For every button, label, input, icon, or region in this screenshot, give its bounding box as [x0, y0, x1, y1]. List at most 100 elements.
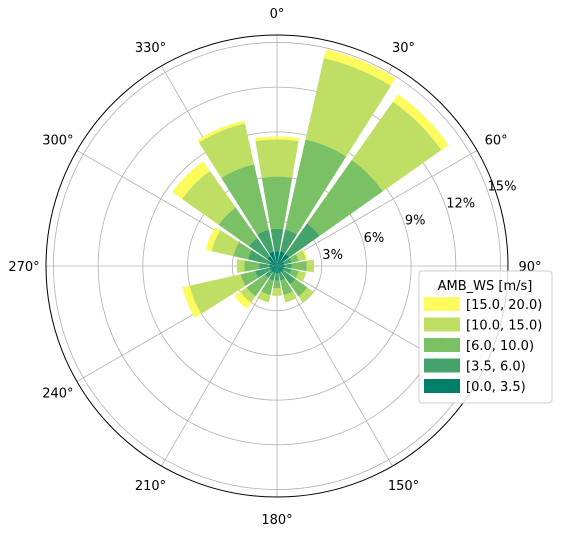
radial-tick-label: 15% [488, 179, 517, 194]
bar-segment-4 [182, 171, 236, 225]
bar-segment-5 [392, 94, 449, 151]
bar-segment-1 [269, 262, 277, 266]
bar-segment-1 [270, 266, 277, 273]
bar-segment-3 [291, 260, 307, 272]
bar-segment-2 [248, 237, 271, 260]
bar-segment-5 [254, 136, 300, 142]
bar-segment-2 [284, 263, 292, 269]
bar-segment-5 [197, 120, 245, 143]
bar-segment-2 [281, 270, 296, 285]
bar-segment-4 [271, 288, 283, 296]
bar-segment-1 [273, 266, 277, 274]
bar-segment-2 [278, 272, 285, 281]
bar-segment-4 [198, 123, 255, 178]
bar-segment-3 [218, 207, 258, 247]
angular-gridline [276, 265, 393, 467]
polar-grid [45, 34, 509, 498]
legend-label: [3.5, 6.0) [466, 360, 526, 375]
bar-segment-1 [267, 256, 277, 266]
bar-segment-2 [283, 258, 292, 265]
legend-label: [15.0, 20.0) [466, 298, 542, 313]
wind-rose-bars [172, 49, 449, 318]
bar-segment-1 [277, 266, 284, 273]
bar-segment-1 [277, 253, 290, 266]
bar-segment-2 [269, 272, 276, 281]
bar-segment-3 [244, 260, 260, 272]
radial-tick-label: 12% [446, 197, 475, 212]
bar-segment-2 [259, 262, 270, 270]
bar-segment-5 [205, 226, 221, 252]
direction-tick-label: 30° [392, 41, 415, 56]
bar-segment-3 [221, 164, 269, 235]
radial-tick-label: 9% [405, 214, 426, 229]
bar-segment-4 [257, 291, 271, 303]
bar-segment-4 [283, 291, 297, 303]
angular-gridline [161, 265, 278, 467]
bar-segment-4 [189, 274, 246, 314]
direction-tick-label: 60° [485, 134, 508, 149]
bar-segment-3 [261, 278, 274, 296]
legend-swatch [424, 358, 460, 373]
direction-tick-label: 210° [135, 479, 166, 494]
direction-tick-label: 300° [42, 134, 73, 149]
bar-segment-1 [277, 266, 285, 270]
bar-segment-2 [264, 270, 273, 279]
bar-segment-3 [273, 280, 281, 289]
bar-segment-1 [269, 251, 277, 266]
bar-segment-4 [298, 287, 314, 303]
bar-segment-5 [234, 291, 252, 309]
direction-tick-label: 330° [135, 41, 166, 56]
bar-segment-2 [280, 229, 297, 254]
legend-items: [15.0, 20.0) [10.0, 15.0) [6.0, 10.0) [3.5,… [424, 297, 542, 395]
bar-segment-5 [323, 49, 396, 86]
bar-segment-3 [240, 270, 259, 286]
bar-segment-2 [247, 250, 271, 265]
direction-tick-label: 0° [270, 7, 285, 22]
bar-segment-1 [269, 264, 277, 268]
bar-segment-4 [351, 101, 442, 192]
bar-segment-2 [274, 273, 280, 281]
legend-swatch [424, 297, 460, 311]
bar-segment-2 [285, 223, 320, 258]
bar-segment-1 [277, 262, 285, 266]
bar-segment-1 [269, 266, 277, 270]
bar-segment-1 [275, 266, 279, 274]
bar-segment-4 [305, 58, 391, 157]
radial-tick-labels: 3% 6% 9% 12% 15% [322, 179, 516, 262]
legend-label: [0.0, 3.5) [466, 380, 526, 395]
angular-gridline [276, 150, 478, 267]
bar-segment-2 [283, 267, 292, 274]
bar-segment-4 [211, 230, 240, 257]
bar-segment-4 [240, 287, 256, 303]
bar-segment-3 [261, 176, 293, 230]
bar-segment-3 [233, 242, 252, 260]
bar-segment-3 [289, 254, 299, 263]
bar-segment-5 [172, 161, 210, 199]
bar-segment-2 [270, 228, 284, 252]
bar-segment-4 [306, 259, 315, 273]
legend-swatch [424, 317, 460, 332]
bar-segment-4 [236, 259, 245, 273]
radial-tick-label: 3% [322, 248, 343, 263]
legend-label: [10.0, 15.0) [466, 319, 542, 334]
bar-segment-3 [285, 139, 347, 235]
bar-segment-3 [289, 278, 308, 297]
bar-segment-1 [277, 266, 281, 274]
bar-segment-4 [295, 270, 307, 282]
radial-tick-label: 6% [364, 231, 385, 246]
direction-tick-label: 240° [42, 387, 73, 402]
bar-segment-5 [182, 285, 202, 318]
direction-tick-label: 150° [388, 479, 419, 494]
bar-segment-2 [257, 229, 274, 254]
legend-swatch [424, 338, 460, 352]
bar-segment-4 [295, 250, 307, 262]
direction-tick-labels: 0°30°60°90°150°180°210°240°270°300°330° [8, 7, 541, 528]
direction-tick-label: 180° [261, 513, 292, 528]
bar-segment-1 [277, 264, 285, 268]
bar-segment-3 [246, 274, 269, 297]
bar-segment-3 [289, 269, 299, 278]
legend-label: [6.0, 10.0) [466, 339, 534, 354]
bar-segment-1 [274, 251, 280, 266]
polar-outline [45, 34, 509, 498]
